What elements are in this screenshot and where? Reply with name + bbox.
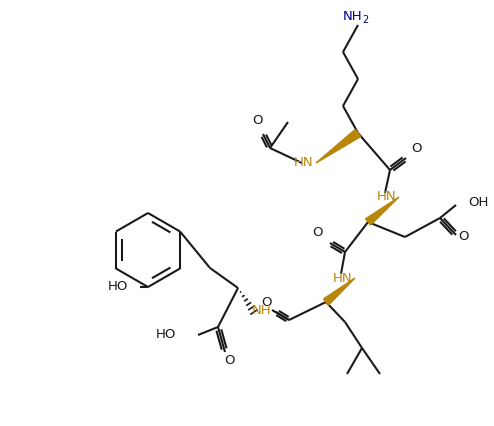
Text: HN: HN bbox=[294, 156, 314, 170]
Text: O: O bbox=[252, 113, 262, 127]
Text: HN: HN bbox=[377, 190, 397, 204]
Text: O: O bbox=[261, 296, 271, 308]
Text: HO: HO bbox=[156, 328, 176, 342]
Text: HN: HN bbox=[333, 271, 353, 285]
Text: 2: 2 bbox=[362, 15, 368, 25]
Text: O: O bbox=[312, 227, 322, 239]
Polygon shape bbox=[316, 130, 361, 163]
Text: O: O bbox=[458, 230, 468, 242]
Text: HO: HO bbox=[108, 280, 128, 294]
Text: NH: NH bbox=[342, 11, 362, 23]
Polygon shape bbox=[324, 278, 355, 305]
Text: O: O bbox=[224, 354, 234, 366]
Text: O: O bbox=[411, 141, 421, 155]
Text: OH: OH bbox=[468, 196, 489, 210]
Polygon shape bbox=[366, 197, 399, 225]
Text: NH: NH bbox=[252, 303, 272, 317]
